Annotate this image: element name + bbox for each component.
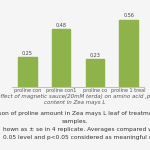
Bar [86,59,104,87]
Text: samples.: samples. [62,118,88,123]
Text: The effect of magnetic sauce(20mM terda) on amino acid ,proline
content in Zea m: The effect of magnetic sauce(20mM terda)… [0,94,150,105]
Bar [119,20,138,87]
Text: 0.25: 0.25 [22,51,33,56]
Text: 0.23: 0.23 [89,53,100,58]
Bar [18,57,37,87]
Bar [52,29,70,87]
Text: 0.56: 0.56 [123,13,134,18]
Text: hown as ± se in 4 replicate. Averages compared with Du: hown as ± se in 4 replicate. Averages co… [3,127,150,132]
Text: 0.48: 0.48 [56,23,67,28]
Text: 0.05 level and p<0.05 considered as meaningful differences: 0.05 level and p<0.05 considered as mean… [3,135,150,140]
Text: parison of proline amount in Zea mays L leaf of treatment a: parison of proline amount in Zea mays L … [0,111,150,116]
